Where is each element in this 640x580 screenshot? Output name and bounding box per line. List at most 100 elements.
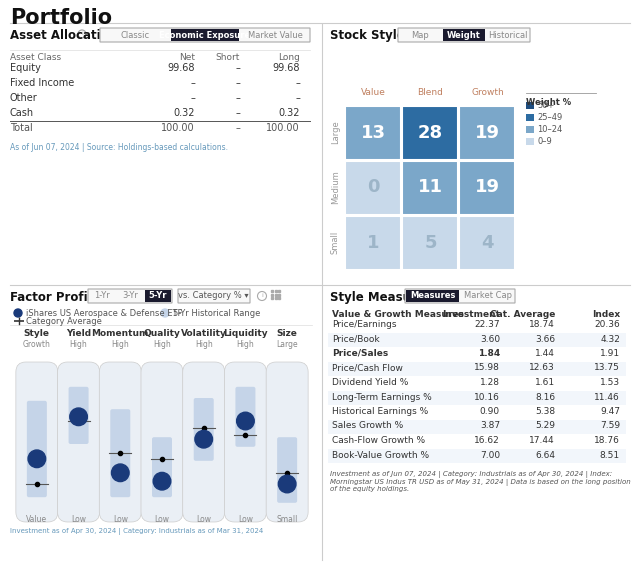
FancyBboxPatch shape: [152, 437, 172, 497]
Text: Asset Class: Asset Class: [10, 53, 61, 62]
Circle shape: [195, 430, 212, 448]
Text: High: High: [70, 340, 88, 349]
Text: 9.47: 9.47: [600, 407, 620, 416]
FancyBboxPatch shape: [406, 290, 459, 302]
Text: Map: Map: [411, 31, 429, 39]
Text: Price/Sales: Price/Sales: [332, 349, 388, 358]
Bar: [402, 216, 458, 270]
Text: Medium: Medium: [331, 171, 340, 204]
Text: High: High: [111, 340, 129, 349]
Text: High: High: [153, 340, 171, 349]
FancyBboxPatch shape: [16, 362, 58, 522]
Text: Weight %: Weight %: [526, 98, 571, 107]
Text: –: –: [235, 108, 240, 118]
Text: Book-Value Growth %: Book-Value Growth %: [332, 451, 429, 459]
Text: iShares US Aerospace & Defense ETF: iShares US Aerospace & Defense ETF: [26, 309, 182, 317]
Text: Asset Allocation: Asset Allocation: [10, 29, 117, 42]
Text: i: i: [261, 293, 263, 298]
Text: Investment as of Jun 07, 2024 | Category: Industrials as of Apr 30, 2024 | Index: Investment as of Jun 07, 2024 | Category…: [330, 471, 612, 478]
FancyBboxPatch shape: [225, 362, 266, 522]
Text: 17.44: 17.44: [529, 436, 555, 445]
Text: High: High: [237, 340, 254, 349]
Text: Price/Earnings: Price/Earnings: [332, 320, 397, 329]
Text: 5: 5: [424, 234, 436, 252]
Text: 16.62: 16.62: [474, 436, 500, 445]
Text: 0.32: 0.32: [278, 108, 300, 118]
Bar: [345, 216, 401, 270]
Text: 10.16: 10.16: [474, 393, 500, 401]
Text: 13.75: 13.75: [594, 364, 620, 372]
Text: Price/Book: Price/Book: [332, 335, 380, 343]
Text: 0–9: 0–9: [537, 137, 552, 146]
Bar: [402, 106, 458, 160]
Text: Total: Total: [10, 123, 33, 133]
Text: Value: Value: [361, 88, 386, 97]
Text: Volatility: Volatility: [180, 329, 227, 338]
Text: 3-Yr: 3-Yr: [122, 292, 138, 300]
FancyBboxPatch shape: [68, 387, 88, 444]
Text: Small: Small: [331, 231, 340, 254]
Text: Portfolio: Portfolio: [10, 8, 112, 28]
Text: Low: Low: [71, 515, 86, 524]
Text: Classic: Classic: [120, 31, 150, 39]
Text: 15.98: 15.98: [474, 364, 500, 372]
Text: Measures: Measures: [410, 292, 455, 300]
Text: Market Value: Market Value: [248, 31, 303, 39]
Bar: [328, 419, 626, 434]
Text: vs. Category % ▾: vs. Category % ▾: [178, 292, 248, 300]
Text: Style: Style: [24, 329, 50, 338]
Text: 3.60: 3.60: [480, 335, 500, 343]
Text: Value & Growth Measures: Value & Growth Measures: [332, 310, 464, 319]
Text: Cash-Flow Growth %: Cash-Flow Growth %: [332, 436, 425, 445]
FancyBboxPatch shape: [27, 401, 47, 497]
Circle shape: [237, 412, 254, 430]
Bar: [459, 161, 515, 215]
Bar: [345, 161, 401, 215]
Text: High: High: [195, 340, 212, 349]
Text: Investment as of Apr 30, 2024 | Category: Industrials as of Mar 31, 2024: Investment as of Apr 30, 2024 | Category…: [10, 528, 263, 535]
Text: –: –: [235, 78, 240, 88]
FancyBboxPatch shape: [99, 362, 141, 522]
Text: –: –: [295, 78, 300, 88]
Text: 99.68: 99.68: [273, 63, 300, 73]
Text: Sales Growth %: Sales Growth %: [332, 422, 403, 430]
Text: 4: 4: [481, 234, 493, 252]
Text: 0.32: 0.32: [173, 108, 195, 118]
Text: 1.44: 1.44: [535, 349, 555, 358]
Text: Long-Term Earnings %: Long-Term Earnings %: [332, 393, 432, 401]
Bar: [345, 106, 401, 160]
Text: Market Cap: Market Cap: [463, 292, 511, 300]
FancyBboxPatch shape: [141, 362, 183, 522]
Text: Net: Net: [179, 53, 195, 62]
Text: i: i: [81, 31, 83, 37]
Text: 7.59: 7.59: [600, 422, 620, 430]
Text: Factor Profile: Factor Profile: [10, 291, 100, 304]
Text: 20.36: 20.36: [595, 320, 620, 329]
Text: 18.76: 18.76: [594, 436, 620, 445]
Text: Momentum: Momentum: [92, 329, 149, 338]
FancyBboxPatch shape: [178, 289, 250, 303]
Circle shape: [111, 464, 129, 481]
Text: 100.00: 100.00: [266, 123, 300, 133]
Text: Index: Index: [592, 310, 620, 319]
Circle shape: [278, 475, 296, 493]
Text: Short: Short: [216, 53, 240, 62]
Text: 12.63: 12.63: [529, 364, 555, 372]
Text: 11.46: 11.46: [595, 393, 620, 401]
FancyBboxPatch shape: [194, 398, 214, 461]
Text: Growth: Growth: [23, 340, 51, 349]
Text: Investment: Investment: [442, 310, 500, 319]
Text: 5.29: 5.29: [535, 422, 555, 430]
Text: 5-Yr: 5-Yr: [148, 292, 167, 300]
Text: Fixed Income: Fixed Income: [10, 78, 74, 88]
Bar: [328, 332, 626, 347]
Text: Historical Earnings %: Historical Earnings %: [332, 407, 428, 416]
FancyBboxPatch shape: [171, 29, 239, 41]
Circle shape: [153, 472, 171, 490]
Text: Historical: Historical: [488, 31, 528, 39]
FancyBboxPatch shape: [443, 29, 485, 41]
Text: –: –: [235, 123, 240, 133]
Text: Category Average: Category Average: [26, 317, 102, 325]
Text: 7.00: 7.00: [480, 451, 500, 459]
Bar: [526, 138, 534, 145]
